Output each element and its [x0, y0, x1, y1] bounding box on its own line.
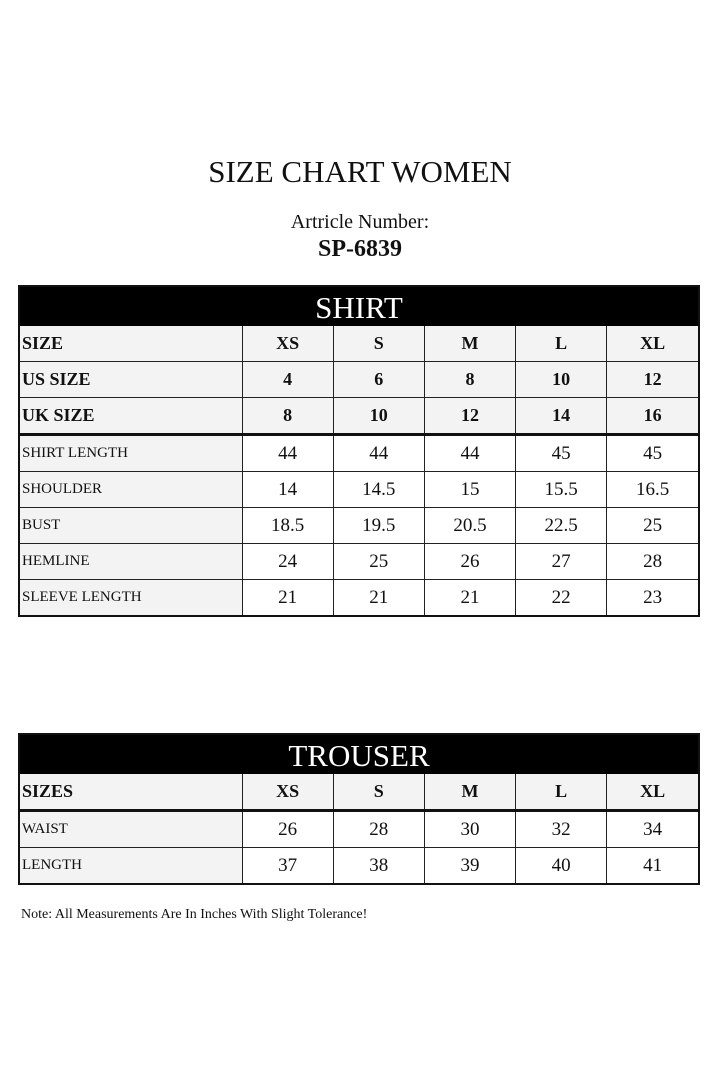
- table-cell: S: [332, 326, 425, 362]
- table-cell: 45: [606, 434, 698, 472]
- table-row: LENGTH 37 38 39 40 41: [20, 847, 698, 883]
- table-cell: 21: [241, 579, 334, 615]
- table-cell: 32: [515, 810, 608, 848]
- table-cell: XS: [241, 774, 334, 812]
- table-cell: 23: [606, 579, 698, 615]
- table-cell: 22.5: [515, 507, 608, 544]
- table-cell: 4: [241, 361, 334, 398]
- table-cell: 15: [423, 471, 517, 508]
- shirt-size-table: SHIRT SIZE XS S M L XL US SIZE 4 6 8 10 12 UK SIZE 8 1…: [18, 285, 700, 617]
- table-cell: 22: [515, 579, 608, 615]
- row-label: BUST: [20, 507, 243, 544]
- table-row: SHOULDER 14 14.5 15 15.5 16.5: [20, 471, 698, 508]
- table-cell: 28: [332, 810, 425, 848]
- article-number: SP-6839: [318, 236, 402, 262]
- table-cell: 10: [515, 361, 608, 398]
- table-cell: XS: [241, 326, 334, 362]
- shirt-heading: SHIRT: [20, 287, 698, 326]
- table-header-row: UK SIZE 8 10 12 14 16: [20, 397, 698, 436]
- table-cell: 19.5: [332, 507, 425, 544]
- table-cell: 44: [241, 434, 334, 472]
- table-row: SLEEVE LENGTH 21 21 21 22 23: [20, 579, 698, 615]
- table-cell: 21: [423, 579, 517, 615]
- table-cell: 16: [606, 397, 698, 436]
- row-label: SIZES: [20, 774, 243, 812]
- row-label: US SIZE: [20, 361, 243, 398]
- table-row: HEMLINE 24 25 26 27 28: [20, 543, 698, 580]
- table-row: SHIRT LENGTH 44 44 44 45 45: [20, 434, 698, 472]
- table-cell: 25: [332, 543, 425, 580]
- table-cell: 14.5: [332, 471, 425, 508]
- trouser-heading: TROUSER: [20, 735, 698, 774]
- table-cell: 20.5: [423, 507, 517, 544]
- table-header-row: SIZES XS S M L XL: [20, 774, 698, 812]
- table-cell: 28: [606, 543, 698, 580]
- table-cell: 21: [332, 579, 425, 615]
- table-cell: XL: [606, 774, 698, 812]
- table-cell: XL: [606, 326, 698, 362]
- table-cell: 34: [606, 810, 698, 848]
- table-header-row: US SIZE 4 6 8 10 12: [20, 361, 698, 398]
- table-header-row: SIZE XS S M L XL: [20, 326, 698, 362]
- table-cell: 30: [423, 810, 517, 848]
- table-cell: 44: [332, 434, 425, 472]
- page-title: SIZE CHART WOMEN: [208, 154, 512, 189]
- table-cell: 41: [606, 847, 698, 883]
- table-cell: 45: [515, 434, 608, 472]
- table-cell: 38: [332, 847, 425, 883]
- row-label: SLEEVE LENGTH: [20, 579, 243, 615]
- table-cell: L: [515, 326, 608, 362]
- table-cell: 12: [423, 397, 517, 436]
- table-cell: 26: [241, 810, 334, 848]
- table-cell: M: [423, 774, 517, 812]
- trouser-size-table: TROUSER SIZES XS S M L XL WAIST 26 28 30 32 34 LENGT…: [18, 733, 700, 885]
- table-cell: 18.5: [241, 507, 334, 544]
- table-cell: S: [332, 774, 425, 812]
- table-cell: M: [423, 326, 517, 362]
- table-cell: 16.5: [606, 471, 698, 508]
- table-cell: 8: [241, 397, 334, 436]
- table-cell: 44: [423, 434, 517, 472]
- table-cell: 27: [515, 543, 608, 580]
- table-cell: 6: [332, 361, 425, 398]
- table-cell: 15.5: [515, 471, 608, 508]
- table-cell: 40: [515, 847, 608, 883]
- row-label: HEMLINE: [20, 543, 243, 580]
- table-row: WAIST 26 28 30 32 34: [20, 810, 698, 848]
- row-label: SIZE: [20, 326, 243, 362]
- row-label: WAIST: [20, 810, 243, 848]
- table-cell: 10: [332, 397, 425, 436]
- row-label: SHIRT LENGTH: [20, 434, 243, 472]
- table-cell: L: [515, 774, 608, 812]
- table-row: BUST 18.5 19.5 20.5 22.5 25: [20, 507, 698, 544]
- article-label: Artricle Number:: [290, 211, 430, 233]
- row-label: SHOULDER: [20, 471, 243, 508]
- row-label: LENGTH: [20, 847, 243, 883]
- table-cell: 26: [423, 543, 517, 580]
- table-cell: 39: [423, 847, 517, 883]
- table-cell: 14: [241, 471, 334, 508]
- table-cell: 37: [241, 847, 334, 883]
- table-cell: 8: [423, 361, 517, 398]
- table-cell: 24: [241, 543, 334, 580]
- table-cell: 12: [606, 361, 698, 398]
- table-cell: 25: [606, 507, 698, 544]
- table-cell: 14: [515, 397, 608, 436]
- measurement-note: Note: All Measurements Are In Inches Wit…: [21, 907, 368, 922]
- row-label: UK SIZE: [20, 397, 243, 436]
